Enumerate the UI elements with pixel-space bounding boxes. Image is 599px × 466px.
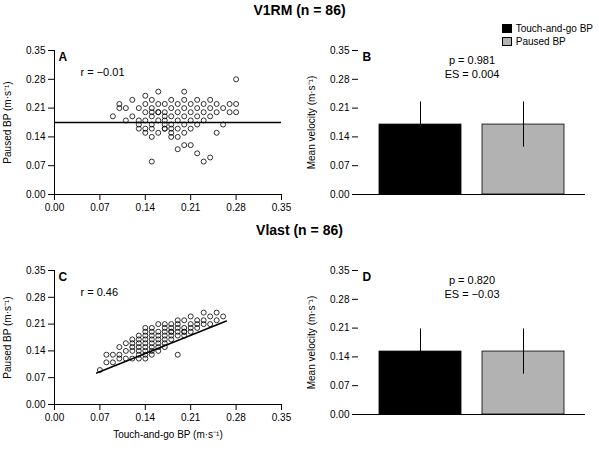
svg-text:0.21: 0.21 [181, 412, 201, 423]
svg-text:C: C [59, 270, 68, 284]
svg-text:D: D [363, 270, 372, 284]
svg-text:0.00: 0.00 [330, 409, 350, 420]
svg-text:0.00: 0.00 [26, 399, 46, 410]
svg-text:Paused BP (m·s⁻¹): Paused BP (m·s⁻¹) [2, 296, 13, 378]
svg-text:0.00: 0.00 [330, 189, 350, 200]
svg-text:Mean velocity (m·s⁻¹): Mean velocity (m·s⁻¹) [306, 296, 317, 390]
svg-text:p = 0.820: p = 0.820 [449, 274, 495, 286]
svg-text:0.14: 0.14 [26, 345, 46, 356]
svg-text:Touch-and-go BP (m·s⁻¹): Touch-and-go BP (m·s⁻¹) [113, 429, 223, 440]
svg-text:0.35: 0.35 [330, 265, 350, 276]
svg-text:0.00: 0.00 [45, 412, 65, 423]
svg-text:0.28: 0.28 [330, 74, 350, 85]
svg-text:Mean velocity (m·s⁻¹): Mean velocity (m·s⁻¹) [306, 76, 317, 170]
svg-text:0.35: 0.35 [26, 265, 46, 276]
svg-text:0.21: 0.21 [330, 322, 350, 333]
svg-text:0.35: 0.35 [272, 412, 292, 423]
svg-text:r = −0.01: r = −0.01 [81, 66, 125, 78]
svg-text:B: B [363, 50, 372, 64]
svg-text:ES = −0.03: ES = −0.03 [444, 288, 499, 300]
svg-text:0.28: 0.28 [226, 202, 246, 213]
svg-text:0.28: 0.28 [226, 412, 246, 423]
svg-text:0.21: 0.21 [181, 202, 201, 213]
html-text:V1RM (n = 86): V1RM (n = 86) [253, 2, 346, 18]
svg-text:0.00: 0.00 [45, 202, 65, 213]
svg-text:ES = 0.004: ES = 0.004 [445, 68, 500, 80]
svg-text:0.21: 0.21 [26, 102, 46, 113]
svg-text:0.14: 0.14 [330, 131, 350, 142]
svg-text:0.07: 0.07 [26, 372, 46, 383]
html-text:Vlast (n = 86): Vlast (n = 86) [256, 222, 343, 238]
svg-text:A: A [59, 50, 68, 64]
svg-text:0.07: 0.07 [26, 160, 46, 171]
html-text:Paused BP: Paused BP [515, 36, 566, 47]
svg-text:0.35: 0.35 [26, 45, 46, 56]
svg-text:0.28: 0.28 [330, 294, 350, 305]
svg-text:0.21: 0.21 [330, 102, 350, 113]
svg-text:0.14: 0.14 [330, 351, 350, 362]
svg-text:0.14: 0.14 [136, 412, 156, 423]
svg-text:0.35: 0.35 [272, 202, 292, 213]
svg-text:0.14: 0.14 [136, 202, 156, 213]
svg-text:0.21: 0.21 [26, 318, 46, 329]
svg-text:0.00: 0.00 [26, 189, 46, 200]
svg-text:0.35: 0.35 [330, 45, 350, 56]
svg-text:0.07: 0.07 [90, 202, 110, 213]
svg-text:0.28: 0.28 [26, 74, 46, 85]
svg-text:0.14: 0.14 [26, 131, 46, 142]
svg-text:0.28: 0.28 [26, 292, 46, 303]
svg-text:0.07: 0.07 [330, 160, 350, 171]
svg-text:Paused BP (m·s⁻¹): Paused BP (m·s⁻¹) [2, 81, 13, 163]
svg-text:p = 0.981: p = 0.981 [449, 54, 495, 66]
svg-text:0.07: 0.07 [330, 380, 350, 391]
svg-text:r = 0.46: r = 0.46 [81, 286, 119, 298]
html-text:Touch-and-go BP: Touch-and-go BP [515, 23, 593, 34]
svg-text:0.07: 0.07 [90, 412, 110, 423]
